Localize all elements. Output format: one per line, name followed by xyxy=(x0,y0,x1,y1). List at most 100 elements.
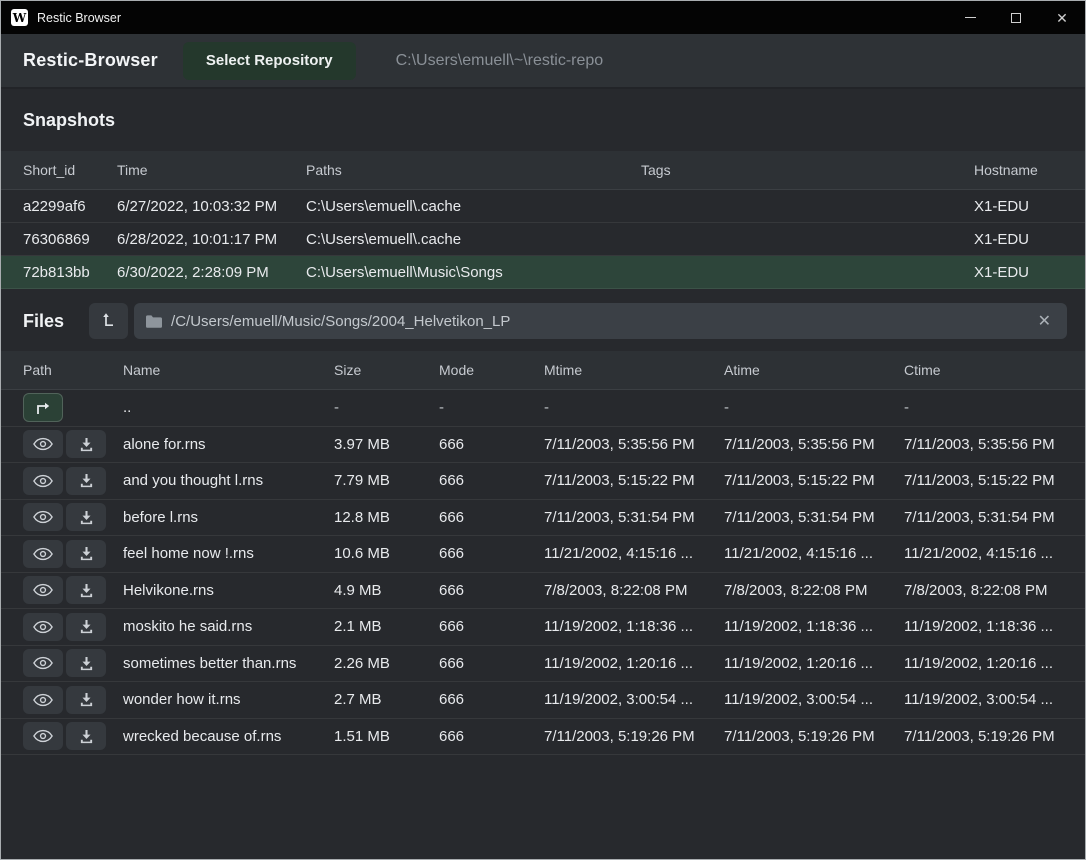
file-mtime: 11/19/2002, 3:00:54 ... xyxy=(544,691,724,708)
view-file-button[interactable] xyxy=(23,576,63,604)
clear-path-icon[interactable]: ✕ xyxy=(1034,309,1055,333)
file-size: - xyxy=(334,399,439,416)
file-atime: - xyxy=(724,399,904,416)
download-file-button[interactable] xyxy=(66,576,106,604)
file-mtime: 7/11/2003, 5:15:22 PM xyxy=(544,472,724,489)
files-section-title: Files xyxy=(23,311,64,332)
view-file-button[interactable] xyxy=(23,467,63,495)
eye-icon xyxy=(33,656,53,670)
file-name: before l.rns xyxy=(123,509,334,526)
file-actions-cell xyxy=(23,613,123,641)
file-ctime: 7/11/2003, 5:31:54 PM xyxy=(904,509,1085,526)
view-file-button[interactable] xyxy=(23,430,63,458)
column-header-short-id: Short_id xyxy=(23,162,117,178)
file-row: wrecked because of.rns1.51 MB6667/11/200… xyxy=(1,719,1085,756)
snapshot-time: 6/28/2022, 10:01:17 PM xyxy=(117,231,306,248)
files-table-body: ..-----alone for.rns3.97 MB6667/11/2003,… xyxy=(1,390,1085,755)
minimize-button[interactable] xyxy=(947,1,993,34)
snapshot-paths: C:\Users\emuell\.cache xyxy=(306,231,641,248)
file-atime: 7/8/2003, 8:22:08 PM xyxy=(724,582,904,599)
file-mode: 666 xyxy=(439,545,544,562)
download-file-button[interactable] xyxy=(66,722,106,750)
download-icon xyxy=(79,619,94,634)
parent-directory-button[interactable] xyxy=(23,393,63,422)
column-header-path: Path xyxy=(23,362,123,378)
download-icon xyxy=(79,510,94,525)
file-mtime: 7/11/2003, 5:35:56 PM xyxy=(544,436,724,453)
download-file-button[interactable] xyxy=(66,540,106,568)
eye-icon xyxy=(33,620,53,634)
tree-level-up-button[interactable] xyxy=(89,303,128,339)
close-icon: ✕ xyxy=(1056,11,1068,25)
file-row: sometimes better than.rns2.26 MB66611/19… xyxy=(1,646,1085,683)
download-file-button[interactable] xyxy=(66,467,106,495)
column-header-size: Size xyxy=(334,362,439,378)
app-icon: W xyxy=(11,9,28,26)
file-name: Helvikone.rns xyxy=(123,582,334,599)
file-size: 2.7 MB xyxy=(334,691,439,708)
download-file-button[interactable] xyxy=(66,649,106,677)
eye-icon xyxy=(33,693,53,707)
file-ctime: 7/11/2003, 5:35:56 PM xyxy=(904,436,1085,453)
file-atime: 11/19/2002, 1:18:36 ... xyxy=(724,618,904,635)
file-size: 2.26 MB xyxy=(334,655,439,672)
snapshot-row[interactable]: a2299af66/27/2022, 10:03:32 PMC:\Users\e… xyxy=(1,190,1085,223)
file-mode: 666 xyxy=(439,618,544,635)
window-controls: ✕ xyxy=(947,1,1085,34)
download-file-button[interactable] xyxy=(66,686,106,714)
files-table-header: Path Name Size Mode Mtime Atime Ctime xyxy=(1,351,1085,390)
snapshot-row[interactable]: 72b813bb6/30/2022, 2:28:09 PMC:\Users\em… xyxy=(1,256,1085,289)
file-mtime: 7/8/2003, 8:22:08 PM xyxy=(544,582,724,599)
maximize-button[interactable] xyxy=(993,1,1039,34)
file-mode: 666 xyxy=(439,509,544,526)
file-atime: 7/11/2003, 5:19:26 PM xyxy=(724,728,904,745)
view-file-button[interactable] xyxy=(23,613,63,641)
file-row: Helvikone.rns4.9 MB6667/8/2003, 8:22:08 … xyxy=(1,573,1085,610)
view-file-button[interactable] xyxy=(23,649,63,677)
files-path-breadcrumb: /C/Users/emuell/Music/Songs/2004_Helveti… xyxy=(134,303,1067,339)
parent-directory-row: ..----- xyxy=(1,390,1085,427)
download-file-button[interactable] xyxy=(66,503,106,531)
file-name: feel home now !.rns xyxy=(123,545,334,562)
eye-icon xyxy=(33,547,53,561)
minimize-icon xyxy=(965,17,976,18)
view-file-button[interactable] xyxy=(23,503,63,531)
file-ctime: 11/19/2002, 1:18:36 ... xyxy=(904,618,1085,635)
file-name: .. xyxy=(123,399,334,416)
file-actions-cell xyxy=(23,649,123,677)
file-row: and you thought l.rns7.79 MB6667/11/2003… xyxy=(1,463,1085,500)
download-file-button[interactable] xyxy=(66,613,106,641)
eye-icon xyxy=(33,583,53,597)
file-atime: 11/19/2002, 3:00:54 ... xyxy=(724,691,904,708)
snapshot-row[interactable]: 763068696/28/2022, 10:01:17 PMC:\Users\e… xyxy=(1,223,1085,256)
file-size: 12.8 MB xyxy=(334,509,439,526)
file-mtime: 7/11/2003, 5:19:26 PM xyxy=(544,728,724,745)
file-row: wonder how it.rns2.7 MB66611/19/2002, 3:… xyxy=(1,682,1085,719)
file-mtime: 11/19/2002, 1:18:36 ... xyxy=(544,618,724,635)
snapshot-short-id: 76306869 xyxy=(23,231,117,248)
file-actions-cell xyxy=(23,503,123,531)
app-window: W Restic Browser ✕ Restic-Browser Select… xyxy=(0,0,1086,860)
window-title: Restic Browser xyxy=(37,11,121,25)
select-repository-button[interactable]: Select Repository xyxy=(183,42,356,80)
snapshot-time: 6/30/2022, 2:28:09 PM xyxy=(117,264,306,281)
file-name: sometimes better than.rns xyxy=(123,655,334,672)
file-ctime: 11/21/2002, 4:15:16 ... xyxy=(904,545,1085,562)
file-mode: - xyxy=(439,399,544,416)
file-name: wrecked because of.rns xyxy=(123,728,334,745)
file-ctime: 7/8/2003, 8:22:08 PM xyxy=(904,582,1085,599)
snapshot-paths: C:\Users\emuell\.cache xyxy=(306,198,641,215)
level-up-icon xyxy=(101,312,116,331)
maximize-icon xyxy=(1011,13,1021,23)
view-file-button[interactable] xyxy=(23,540,63,568)
file-ctime: - xyxy=(904,399,1085,416)
view-file-button[interactable] xyxy=(23,686,63,714)
snapshots-section-title: Snapshots xyxy=(23,110,115,131)
download-file-button[interactable] xyxy=(66,430,106,458)
close-button[interactable]: ✕ xyxy=(1039,1,1085,34)
eye-icon xyxy=(33,510,53,524)
file-actions-cell xyxy=(23,540,123,568)
view-file-button[interactable] xyxy=(23,722,63,750)
file-mode: 666 xyxy=(439,655,544,672)
file-name: and you thought l.rns xyxy=(123,472,334,489)
